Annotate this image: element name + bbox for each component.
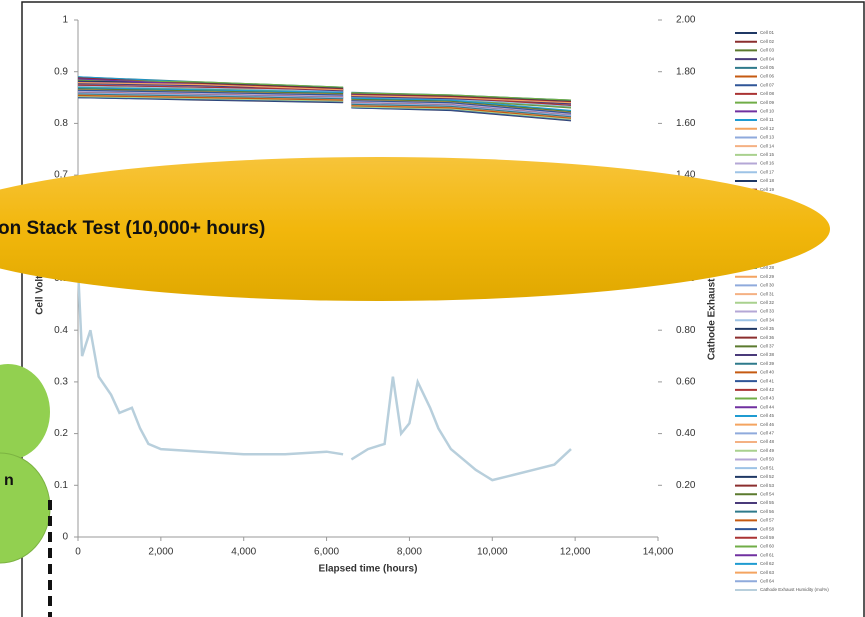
legend-label: Cathode Exhaust Humidity (mol%) <box>760 587 829 592</box>
legend-label: Cell 55 <box>760 500 775 505</box>
legend-label: Cell 29 <box>760 274 775 279</box>
legend-label: Cell 64 <box>760 578 775 583</box>
legend-label: Cell 11 <box>760 117 774 122</box>
legend-label: Cell 08 <box>760 91 775 96</box>
legend-label: Cell 50 <box>760 457 775 462</box>
legend-label: Cell 57 <box>760 518 775 523</box>
legend-label: Cell 60 <box>760 544 775 549</box>
legend-label: Cell 38 <box>760 352 775 357</box>
legend-label: Cell 56 <box>760 509 775 514</box>
y2-tick-label: 1.80 <box>676 66 696 77</box>
y-tick-label: 1 <box>62 15 68 26</box>
legend-label: Cell 14 <box>760 143 775 148</box>
legend-label: Cell 09 <box>760 100 775 105</box>
legend-label: Cell 10 <box>760 109 775 114</box>
legend-label: Cell 05 <box>760 65 775 70</box>
x-tick-label: 12,000 <box>560 547 591 558</box>
legend-label: Cell 49 <box>760 448 775 453</box>
legend-label: Cell 15 <box>760 152 775 157</box>
y2-tick-label: 0.60 <box>676 377 696 388</box>
legend-label: Cell 59 <box>760 535 775 540</box>
legend-label: Cell 40 <box>760 370 775 375</box>
legend-label: Cell 58 <box>760 526 775 531</box>
legend-label: Cell 47 <box>760 431 775 436</box>
legend-label: Cell 01 <box>760 30 775 35</box>
y-tick-label: 0.9 <box>54 66 68 77</box>
side-label: n <box>4 472 14 489</box>
legend-label: Cell 46 <box>760 422 775 427</box>
legend-label: Cell 54 <box>760 491 775 496</box>
legend-label: Cell 52 <box>760 474 775 479</box>
x-tick-label: 8,000 <box>397 547 422 558</box>
legend-label: Cell 51 <box>760 465 775 470</box>
legend-label: Cell 39 <box>760 361 775 366</box>
x-tick-label: 6,000 <box>314 547 339 558</box>
y2-tick-label: 2.00 <box>676 15 696 26</box>
legend-label: Cell 61 <box>760 552 775 557</box>
legend-label: Cell 02 <box>760 39 775 44</box>
legend-label: Cell 32 <box>760 300 775 305</box>
x-axis-label: Elapsed time (hours) <box>319 564 418 575</box>
y-tick-label: 0.8 <box>54 118 68 129</box>
slide: 00.10.20.30.40.50.60.70.80.910.200.400.6… <box>0 0 865 617</box>
legend-label: Cell 30 <box>760 283 775 288</box>
legend-label: Cell 35 <box>760 326 775 331</box>
x-tick-label: 0 <box>75 547 81 558</box>
legend-label: Cell 18 <box>760 178 775 183</box>
legend-label: Cell 37 <box>760 344 775 349</box>
y-tick-label: 0 <box>62 532 68 543</box>
y2-tick-label: 1.60 <box>676 118 696 129</box>
legend-label: Cell 45 <box>760 413 775 418</box>
banner-text: on Stack Test (10,000+ hours) <box>0 218 265 239</box>
y-tick-label: 0.1 <box>54 480 68 491</box>
legend-label: Cell 03 <box>760 48 775 53</box>
legend-label: Cell 43 <box>760 396 775 401</box>
legend-label: Cell 53 <box>760 483 775 488</box>
y-tick-label: 0.2 <box>54 428 68 439</box>
x-tick-label: 10,000 <box>477 547 508 558</box>
legend-label: Cell 13 <box>760 135 775 140</box>
y2-tick-label: 0.80 <box>676 325 696 336</box>
legend-label: Cell 33 <box>760 309 775 314</box>
legend-label: Cell 17 <box>760 169 775 174</box>
x-tick-label: 14,000 <box>643 547 674 558</box>
legend-label: Cell 04 <box>760 56 775 61</box>
legend-label: Cell 34 <box>760 317 775 322</box>
legend-label: Cell 07 <box>760 82 775 87</box>
y2-tick-label: 0.20 <box>676 480 696 491</box>
x-tick-label: 2,000 <box>148 547 173 558</box>
legend-label: Cell 41 <box>760 378 775 383</box>
legend-label: Cell 06 <box>760 74 775 79</box>
legend-label: Cell 62 <box>760 561 775 566</box>
y-tick-label: 0.4 <box>54 325 68 336</box>
legend-label: Cell 44 <box>760 404 775 409</box>
legend-label: Cell 42 <box>760 387 775 392</box>
x-tick-label: 4,000 <box>231 547 256 558</box>
legend-label: Cell 16 <box>760 161 775 166</box>
y-tick-label: 0.3 <box>54 377 68 388</box>
legend-label: Cell 36 <box>760 335 775 340</box>
legend-label: Cell 48 <box>760 439 775 444</box>
page: {"chart_data": {"type": "line", "y_label… <box>0 0 865 617</box>
legend-label: Cell 31 <box>760 291 775 296</box>
y2-tick-label: 0.40 <box>676 428 696 439</box>
legend-label: Cell 12 <box>760 126 775 131</box>
legend-label: Cell 63 <box>760 570 775 575</box>
